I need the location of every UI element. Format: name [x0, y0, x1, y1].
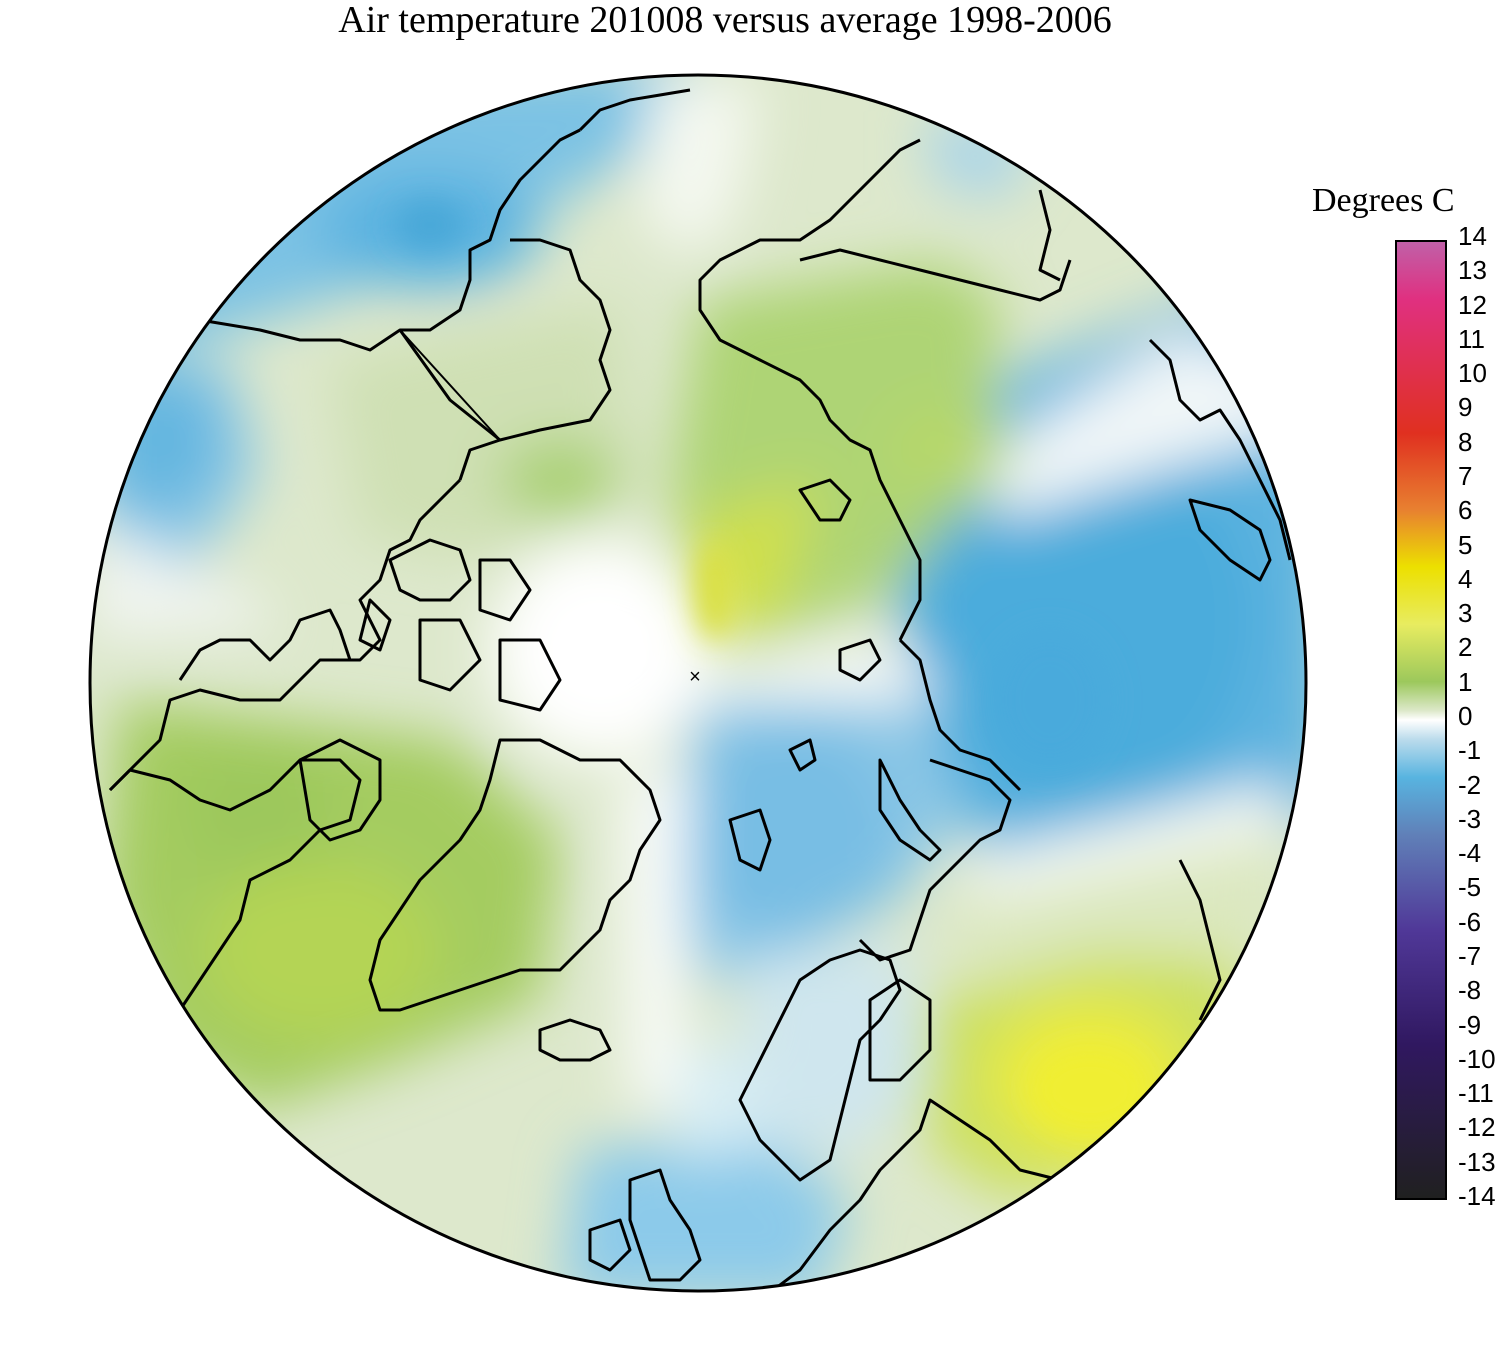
legend-tick-label: 9: [1458, 392, 1473, 423]
legend-tick-label: -12: [1458, 1112, 1496, 1143]
map-title: Air temperature 201008 versus average 19…: [338, 0, 1112, 41]
anomaly-blob-north-europe: [560, 1130, 850, 1291]
legend-tick-label: -8: [1458, 975, 1482, 1006]
coast-canada: [108, 478, 462, 792]
temperature-anomaly-field: [90, 75, 1306, 1291]
legend-tick-label: 5: [1458, 529, 1473, 560]
legend-tick-label: 3: [1458, 598, 1473, 629]
legend-tick-label: -5: [1458, 872, 1482, 903]
legend-tick-label: -1: [1458, 735, 1482, 766]
legend-tick-label: 0: [1458, 701, 1473, 731]
border-alaska-canada: [399, 329, 501, 441]
legend-tick-label: 12: [1458, 289, 1487, 320]
legend-tick-label: -4: [1458, 838, 1482, 869]
coast-russia-north: [858, 758, 1012, 962]
coast-scandinavia: [738, 948, 902, 1182]
legend-tick-label: -7: [1458, 941, 1482, 971]
legend-colorbar: [1395, 240, 1447, 1200]
legend-tick-label: 2: [1458, 632, 1473, 663]
legend-tick-label: -3: [1458, 803, 1482, 834]
legend-tick-label: 4: [1458, 563, 1473, 594]
legend-tick-label: 13: [1458, 255, 1487, 286]
legend-tick-label: -9: [1458, 1009, 1482, 1040]
legend-tick-label: -6: [1458, 906, 1482, 937]
coast-greenland: [368, 738, 662, 1012]
coast-svalbard: [728, 808, 772, 872]
coast-alaska: [199, 128, 581, 352]
legend-tick-label: 8: [1458, 426, 1473, 457]
legend-tick-label: 7: [1458, 461, 1473, 491]
legend-tick-label: -14: [1458, 1181, 1496, 1211]
legend-tick-label: 11: [1458, 323, 1485, 354]
coast-uk: [628, 1168, 702, 1282]
legend-tick-label: 6: [1458, 495, 1473, 526]
legend-tick-label: -11: [1458, 1078, 1494, 1109]
legend-tick-label: -10: [1458, 1043, 1496, 1074]
legend-tick-label: 10: [1458, 358, 1487, 389]
coast-iceland: [538, 1018, 612, 1062]
map-disk-border: [88, 73, 1308, 1293]
coast-novaya-zemlya: [878, 758, 942, 862]
legend-tick-label: -2: [1458, 769, 1482, 800]
legend-tick-label: -13: [1458, 1146, 1496, 1177]
coastlines: [108, 88, 1292, 1291]
coast-ireland: [588, 1218, 632, 1272]
north-pole-marker: ×: [689, 666, 701, 688]
legend-tick-label: 1: [1458, 666, 1473, 697]
legend-tick-label: 14: [1458, 221, 1487, 251]
legend-title: Degrees C: [1312, 182, 1455, 219]
